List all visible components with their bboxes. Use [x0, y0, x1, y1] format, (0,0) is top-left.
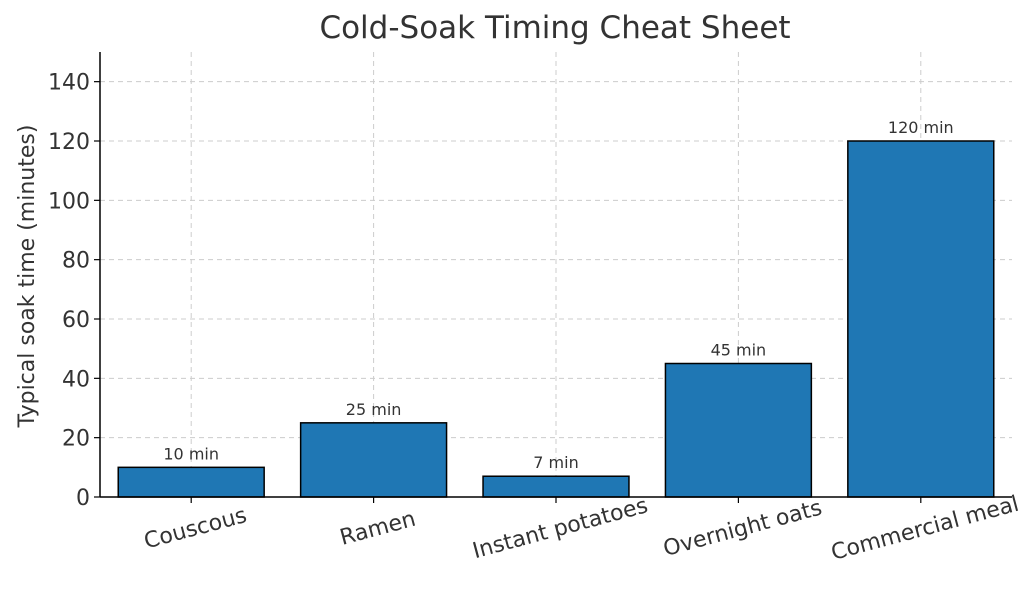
bar-layer — [117, 140, 995, 498]
x-tick-label: Couscous — [141, 503, 249, 554]
y-tick-label: 100 — [48, 189, 90, 214]
bar-value-label: 25 min — [346, 400, 402, 419]
bar-value-label: 10 min — [163, 444, 219, 463]
y-tick-label: 120 — [48, 130, 90, 155]
bar-value-label: 7 min — [533, 453, 578, 472]
y-tick-label: 80 — [62, 249, 90, 274]
x-tick-label: Commercial meal — [829, 492, 1022, 566]
bar-ramen — [299, 422, 448, 498]
x-tick-label: Overnight oats — [661, 496, 825, 562]
bar-instant-potatoes — [482, 475, 630, 498]
bar-value-label: 120 min — [888, 118, 954, 137]
y-tick-label: 140 — [48, 71, 90, 96]
y-axis-label: Typical soak time (minutes) — [15, 125, 40, 429]
y-tick-label: 60 — [62, 308, 90, 333]
bar-commercial-meal — [847, 140, 995, 498]
bar-value-label: 45 min — [711, 341, 767, 360]
chart-title: Cold-Soak Timing Cheat Sheet — [319, 10, 790, 46]
y-tick-label: 20 — [62, 427, 90, 452]
x-tick-label: Instant potatoes — [470, 493, 651, 564]
y-tick-label: 0 — [76, 486, 90, 511]
y-tick-label: 40 — [62, 367, 90, 392]
label-layer: 10 min 25 min 7 min 45 min 120 min — [163, 118, 953, 472]
x-tick-label: Ramen — [337, 507, 418, 551]
bar-overnight-oats — [664, 362, 813, 498]
bar-couscous — [117, 466, 265, 498]
